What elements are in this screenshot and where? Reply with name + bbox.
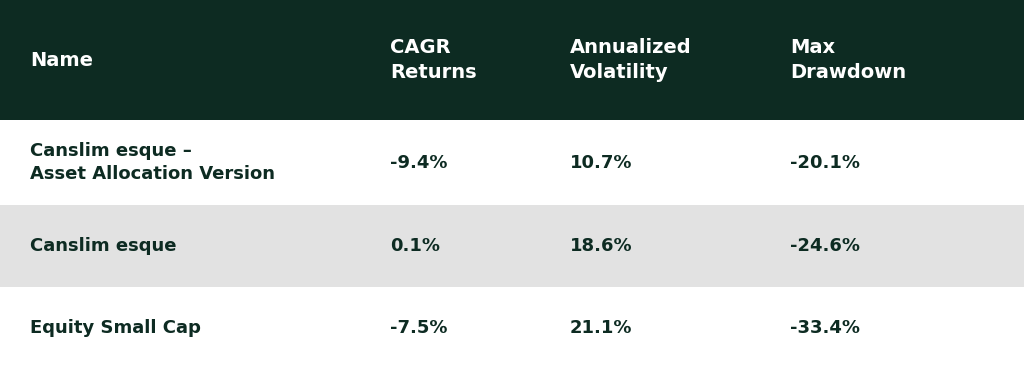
Text: 21.1%: 21.1% — [570, 319, 633, 337]
Bar — [0, 120, 1024, 205]
Bar — [0, 205, 1024, 287]
Text: 18.6%: 18.6% — [570, 237, 633, 255]
Text: Name: Name — [30, 50, 93, 69]
Text: 0.1%: 0.1% — [390, 237, 440, 255]
Text: Max
Drawdown: Max Drawdown — [790, 38, 906, 81]
Text: -9.4%: -9.4% — [390, 153, 447, 172]
Text: Canslim esque –
Asset Allocation Version: Canslim esque – Asset Allocation Version — [30, 143, 275, 183]
Text: -24.6%: -24.6% — [790, 237, 860, 255]
Text: 10.7%: 10.7% — [570, 153, 633, 172]
Text: CAGR
Returns: CAGR Returns — [390, 38, 476, 81]
Text: Equity Small Cap: Equity Small Cap — [30, 319, 201, 337]
Text: Canslim esque: Canslim esque — [30, 237, 176, 255]
Text: Annualized
Volatility: Annualized Volatility — [570, 38, 691, 81]
Text: -20.1%: -20.1% — [790, 153, 860, 172]
Text: -7.5%: -7.5% — [390, 319, 447, 337]
Text: -33.4%: -33.4% — [790, 319, 860, 337]
Bar — [0, 369, 1024, 379]
Bar — [0, 0, 1024, 120]
Bar — [0, 287, 1024, 369]
